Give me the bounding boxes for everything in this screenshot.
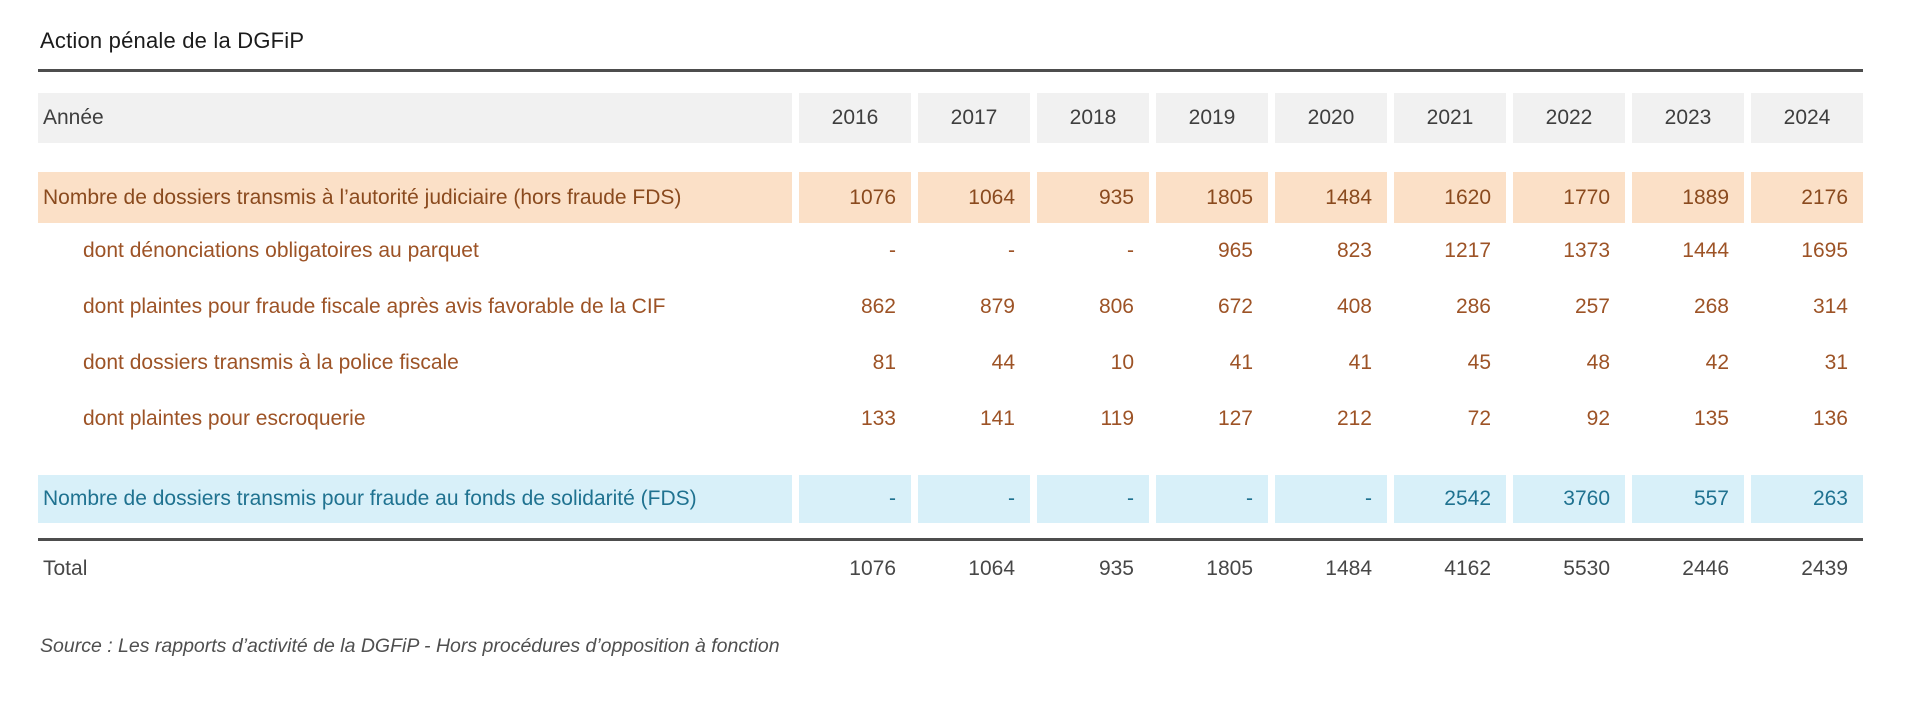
value-cell: 823 (1336, 239, 1372, 262)
value-cell: - (1156, 475, 1268, 523)
value-cell: 672 (1217, 295, 1253, 318)
top-divider (38, 69, 1863, 72)
total-value-cell: 2446 (1682, 557, 1729, 580)
total-value-cell: 5530 (1563, 557, 1610, 580)
value-cell: 2176 (1751, 172, 1863, 223)
table-row: Nombre de dossiers transmis pour fraude … (38, 475, 1863, 523)
total-divider (38, 538, 1863, 541)
value-cell: 48 (1586, 351, 1610, 374)
value-cell: 136 (1812, 407, 1848, 430)
value-cell: 1444 (1682, 239, 1729, 262)
value-cell: - (918, 475, 1030, 523)
value-cell: 1076 (799, 172, 911, 223)
row-label: dont plaintes pour escroquerie (83, 407, 366, 430)
year-header-label: Année (38, 93, 792, 143)
total-row: Total 1076 1064 935 1805 1484 4162 5530 2446 243… (38, 541, 1863, 597)
total-value-cell: 1805 (1206, 557, 1253, 580)
total-value-cell: 935 (1098, 557, 1134, 580)
value-cell: 257 (1574, 295, 1610, 318)
value-cell: - (1275, 475, 1387, 523)
total-value-cell: 1064 (968, 557, 1015, 580)
value-cell: 1217 (1444, 239, 1491, 262)
value-cell: 1889 (1632, 172, 1744, 223)
value-cell: 81 (872, 351, 896, 374)
source-note: Source : Les rapports d’activité de la D… (40, 635, 780, 657)
value-cell: 1805 (1156, 172, 1268, 223)
value-cell: 92 (1586, 407, 1610, 430)
year-header-cell: 2022 (1513, 93, 1625, 143)
table-row: dont dossiers transmis à la police fisca… (38, 335, 1863, 391)
year-header-cell: 2021 (1394, 93, 1506, 143)
value-cell: 135 (1693, 407, 1729, 430)
table-header-row: Année 2016 2017 2018 2019 2020 2021 2022 2023 20… (38, 93, 1863, 143)
value-cell: 1064 (918, 172, 1030, 223)
value-cell: 41 (1229, 351, 1253, 374)
value-cell: 1620 (1394, 172, 1506, 223)
year-header-cell: 2019 (1156, 93, 1268, 143)
row-label: Nombre de dossiers transmis pour fraude … (38, 475, 792, 523)
value-cell: 286 (1455, 295, 1491, 318)
value-cell: 119 (1100, 407, 1134, 430)
row-label: Nombre de dossiers transmis à l’autorité… (38, 172, 792, 223)
value-cell: 42 (1705, 351, 1729, 374)
value-cell: 935 (1037, 172, 1149, 223)
value-cell: 141 (979, 407, 1015, 430)
report-page: Action pénale de la DGFiP Année 2016 2017… (38, 0, 1863, 658)
value-cell: 965 (1217, 239, 1253, 262)
year-header-cell: 2018 (1037, 93, 1149, 143)
value-cell: - (799, 475, 911, 523)
row-label: dont plaintes pour fraude fiscale après … (83, 295, 666, 318)
value-cell: 45 (1467, 351, 1491, 374)
value-cell: 127 (1217, 407, 1253, 430)
value-cell: 408 (1336, 295, 1372, 318)
row-label: dont dénonciations obligatoires au parqu… (83, 239, 479, 262)
value-cell: - (889, 239, 896, 262)
total-value-cell: 4162 (1444, 557, 1491, 580)
value-cell: 806 (1098, 295, 1134, 318)
value-cell: 31 (1824, 351, 1848, 374)
value-cell: 862 (860, 295, 896, 318)
value-cell: 3760 (1513, 475, 1625, 523)
year-header-cell: 2023 (1632, 93, 1744, 143)
value-cell: 268 (1693, 295, 1729, 318)
value-cell: 557 (1632, 475, 1744, 523)
year-header-cell: 2017 (918, 93, 1030, 143)
table-row: dont dénonciations obligatoires au parqu… (38, 223, 1863, 279)
value-cell: 879 (979, 295, 1015, 318)
table-row: dont plaintes pour fraude fiscale après … (38, 279, 1863, 335)
value-cell: 1373 (1563, 239, 1610, 262)
table-body: Nombre de dossiers transmis à l’autorité… (38, 172, 1863, 523)
year-header-cell: 2024 (1751, 93, 1863, 143)
table-row: Nombre de dossiers transmis à l’autorité… (38, 172, 1863, 223)
total-value-cell: 1484 (1325, 557, 1372, 580)
page-title: Action pénale de la DGFiP (40, 28, 305, 53)
table-row: dont plaintes pour escroquerie 133 141 119 1… (38, 391, 1863, 447)
year-header-cell: 2016 (799, 93, 911, 143)
value-cell: 212 (1336, 407, 1372, 430)
year-header-cell: 2020 (1275, 93, 1387, 143)
value-cell: 1484 (1275, 172, 1387, 223)
total-value-cell: 2439 (1801, 557, 1848, 580)
value-cell: 44 (991, 351, 1015, 374)
total-label: Total (43, 557, 88, 580)
row-label: dont dossiers transmis à la police fisca… (83, 351, 459, 374)
value-cell: 2542 (1394, 475, 1506, 523)
value-cell: - (1037, 475, 1149, 523)
value-cell: 10 (1110, 351, 1134, 374)
value-cell: 1770 (1513, 172, 1625, 223)
value-cell: - (1008, 239, 1015, 262)
value-cell: 72 (1467, 407, 1491, 430)
value-cell: 41 (1348, 351, 1372, 374)
value-cell: 314 (1812, 295, 1848, 318)
total-value-cell: 1076 (849, 557, 896, 580)
value-cell: 133 (860, 407, 896, 430)
value-cell: 263 (1751, 475, 1863, 523)
value-cell: - (1127, 239, 1134, 262)
value-cell: 1695 (1801, 239, 1848, 262)
